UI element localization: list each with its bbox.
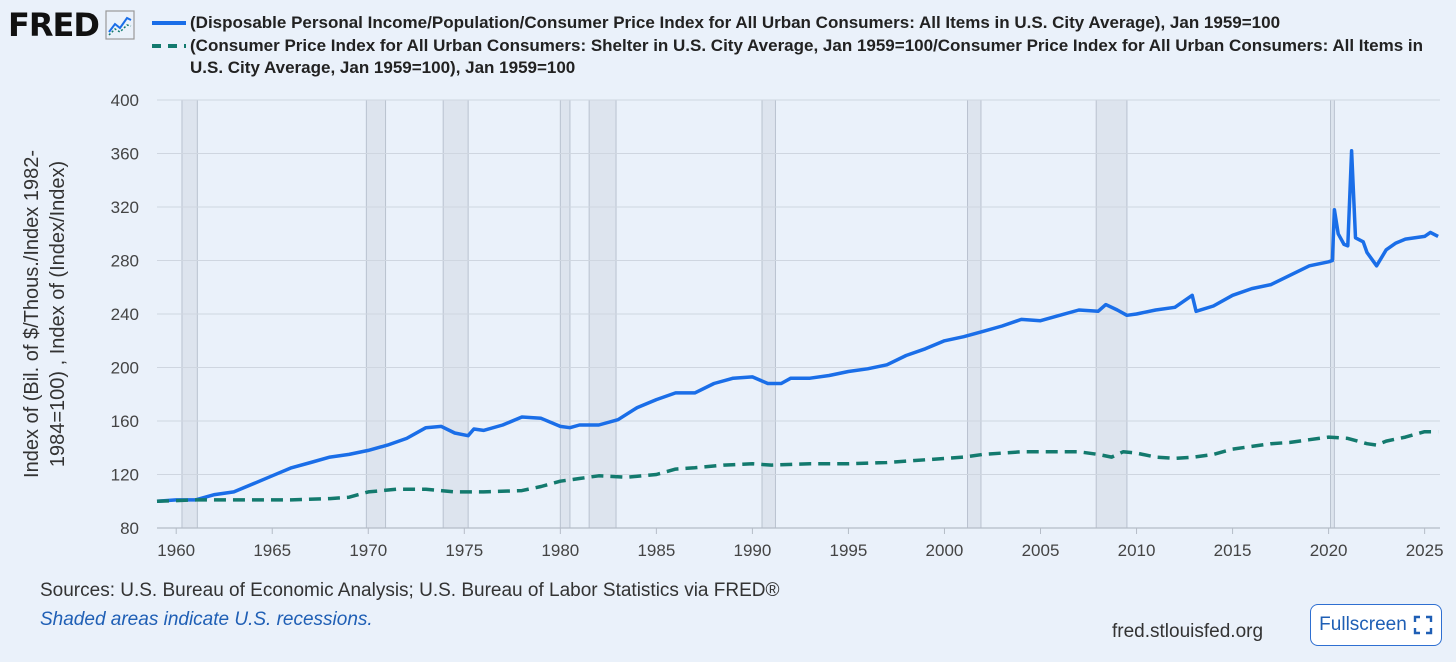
fred-logo[interactable]: FRED: [8, 6, 135, 44]
series-line-disposable-income: [156, 149, 1439, 504]
x-tick-label: 1970: [349, 541, 387, 560]
x-tick-label: 2015: [1214, 541, 1252, 560]
y-tick-label: 280: [111, 252, 139, 271]
y-tick-label: 360: [111, 145, 139, 164]
x-tick-label: 2000: [926, 541, 964, 560]
x-tick-label: 1960: [157, 541, 195, 560]
chart-legend: (Disposable Personal Income/Population/C…: [150, 12, 1450, 80]
chart-trend-icon: [105, 10, 135, 40]
legend-label-series-1: (Disposable Personal Income/Population/C…: [190, 13, 1281, 32]
legend-swatch-dashed: [152, 44, 186, 48]
legend-swatch-solid: [152, 21, 186, 25]
chart-grid: [157, 99, 1440, 529]
x-tick-label: 1980: [541, 541, 579, 560]
recession-note: Shaded areas indicate U.S. recessions.: [40, 609, 373, 630]
y-tick-label: 80: [120, 519, 139, 538]
x-tick-label: 2025: [1406, 541, 1444, 560]
fullscreen-icon: [1413, 615, 1433, 635]
x-axis-ticks: 1960 1965 1970 1975 1980 1985 1990 1995 2000 2005…: [157, 528, 1444, 560]
y-axis-ticks: 80 120 160 200 240 280 320 360 400: [111, 91, 139, 538]
y-tick-label: 320: [111, 198, 139, 217]
legend-item-series-1: (Disposable Personal Income/Population/C…: [150, 12, 1450, 34]
x-tick-label: 1995: [830, 541, 868, 560]
y-tick-label: 400: [111, 91, 139, 110]
site-link[interactable]: fred.stlouisfed.org: [1112, 621, 1264, 642]
x-tick-label: 1985: [637, 541, 675, 560]
fred-logo-text: FRED: [8, 6, 100, 44]
series-line-shelter-ratio: [156, 429, 1439, 504]
fullscreen-button[interactable]: Fullscreen: [1310, 604, 1442, 646]
y-tick-label: 200: [111, 359, 139, 378]
y-tick-label: 120: [111, 466, 139, 485]
y-tick-label: 240: [111, 305, 139, 324]
chart-series: [156, 149, 1439, 504]
x-tick-label: 2005: [1022, 541, 1060, 560]
x-tick-label: 2010: [1118, 541, 1156, 560]
x-tick-label: 1965: [253, 541, 291, 560]
x-tick-label: 2020: [1310, 541, 1348, 560]
sources-text: Sources: U.S. Bureau of Economic Analysi…: [40, 580, 780, 601]
y-axis-title-line-1: Index of (Bil. of $/Thous./Index 1982-: [21, 150, 43, 478]
y-axis-title-line-2: 1984=100) , Index of (Index/Index): [47, 161, 69, 467]
x-tick-label: 1975: [445, 541, 483, 560]
legend-item-series-2: (Consumer Price Index for All Urban Cons…: [150, 35, 1450, 79]
y-tick-label: 160: [111, 412, 139, 431]
fullscreen-label: Fullscreen: [1319, 614, 1407, 635]
legend-label-series-2: (Consumer Price Index for All Urban Cons…: [190, 36, 1424, 77]
x-tick-label: 1990: [733, 541, 771, 560]
